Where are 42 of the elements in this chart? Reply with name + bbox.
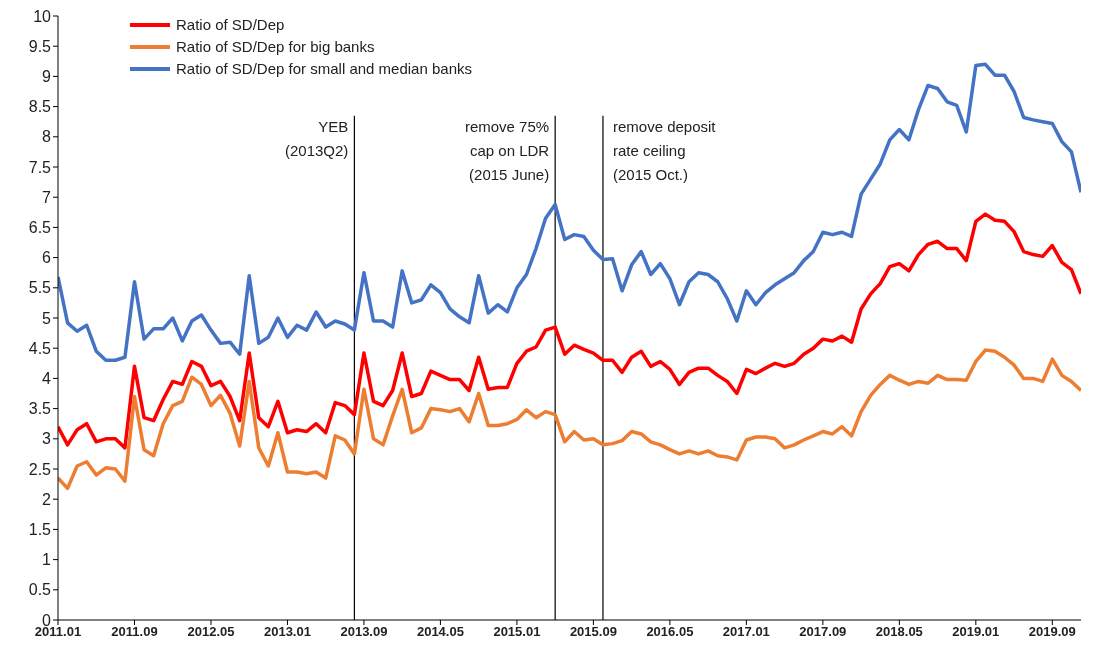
x-tick-label: 2013.01 xyxy=(263,624,311,640)
x-tick-label: 2012.05 xyxy=(187,624,235,640)
y-tick-label: 0.5 xyxy=(28,581,52,599)
line-series xyxy=(58,62,1081,363)
legend-label: Ratio of SD/Dep xyxy=(176,15,285,35)
y-tick-label: 4.5 xyxy=(28,339,52,357)
y-tick-label: 3.5 xyxy=(28,400,52,418)
x-tick-label: 2015.09 xyxy=(569,624,617,640)
y-tick-label: 9.5 xyxy=(28,37,52,55)
y-tick-label: 7.5 xyxy=(28,158,52,176)
x-tick-label: 2016.05 xyxy=(646,624,694,640)
y-tick-label: 9 xyxy=(42,68,52,86)
y-tick-label: 5.5 xyxy=(28,279,52,297)
y-tick-label: 10 xyxy=(33,7,52,25)
x-tick-label: 2019.01 xyxy=(952,624,1000,640)
legend-label: Ratio of SD/Dep for small and median banks xyxy=(176,59,472,79)
line-series xyxy=(58,348,1081,491)
x-tick-label: 2018.05 xyxy=(875,624,923,640)
y-tick-label: 4 xyxy=(42,370,52,388)
y-tick-label: 8 xyxy=(42,128,52,146)
y-tick-label: 5 xyxy=(42,309,52,327)
x-tick-label: 2019.09 xyxy=(1028,624,1076,640)
y-tick-label: 7 xyxy=(42,188,52,206)
x-tick-label: 2011.09 xyxy=(111,624,158,640)
ref-line-label: remove deposit rate ceiling (2015 Oct.) xyxy=(612,117,717,183)
x-tick-label: 2013.09 xyxy=(340,624,388,640)
x-tick-label: 2017.09 xyxy=(799,624,847,640)
line-series xyxy=(58,212,1081,450)
y-tick-label: 6 xyxy=(42,249,52,267)
y-tick-label: 2.5 xyxy=(28,460,52,478)
y-tick-label: 1 xyxy=(42,551,52,569)
x-tick-label: 2017.01 xyxy=(722,624,770,640)
ref-line-label: YEB (2013Q2) xyxy=(285,117,349,159)
y-tick-label: 6.5 xyxy=(28,219,52,237)
y-tick-label: 3 xyxy=(42,430,52,448)
legend-label: Ratio of SD/Dep for big banks xyxy=(176,37,375,57)
y-tick-label: 8.5 xyxy=(28,98,52,116)
y-tick-label: 1.5 xyxy=(28,521,52,539)
y-tick-label: 2 xyxy=(42,490,52,508)
x-tick-label: 2014.05 xyxy=(416,624,464,640)
x-tick-label: 2015.01 xyxy=(493,624,541,640)
ref-line-label: remove 75% cap on LDR (2015 June) xyxy=(464,117,550,183)
